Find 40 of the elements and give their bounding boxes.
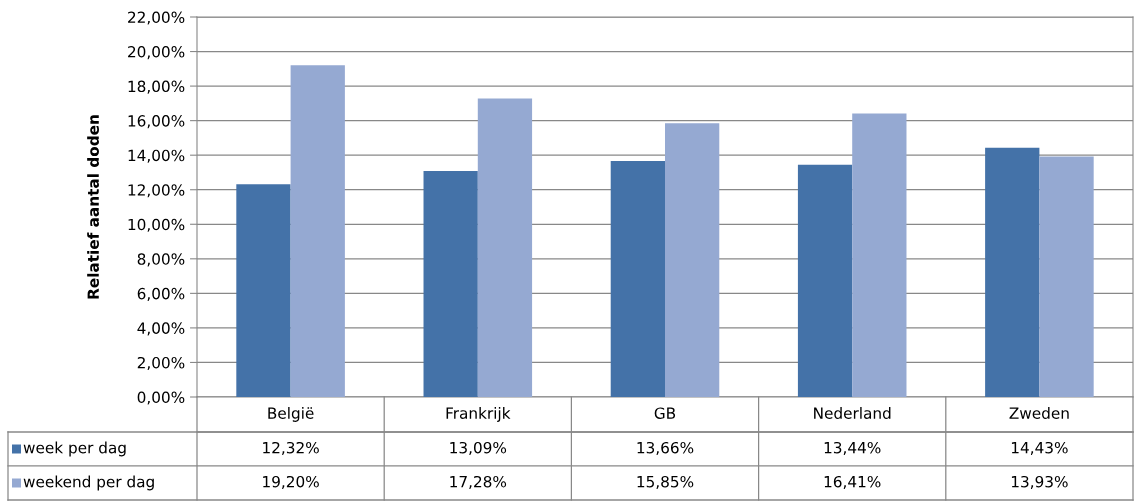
data-label: 13,44% (824, 441, 881, 455)
data-label: 12,32% (263, 441, 319, 455)
y-tick-label: 12,00% (128, 184, 185, 198)
data-label: 15,85% (637, 475, 694, 489)
y-tick-label: 14,00% (128, 149, 185, 163)
legend-label: week per dag (23, 441, 126, 457)
y-tick-label: 10,00% (128, 218, 185, 232)
x-tick-label: Frankrijk (446, 407, 511, 422)
y-tick-label: 16,00% (128, 115, 185, 129)
y-tick-label: 22,00% (128, 11, 185, 25)
data-label: 16,41% (824, 475, 881, 489)
x-tick-label: België (268, 407, 314, 422)
bar (290, 65, 345, 397)
data-label: 13,66% (637, 441, 694, 455)
bar (236, 184, 291, 397)
bar (797, 164, 853, 397)
bar (985, 147, 1040, 397)
legend-label: weekend per dag (23, 475, 154, 491)
y-tick-label: 6,00% (137, 287, 185, 301)
bar (852, 113, 907, 397)
x-tick-label: Zweden (1009, 407, 1069, 419)
bar (1039, 156, 1094, 397)
y-tick-label: 8,00% (137, 253, 185, 267)
y-tick-label: 18,00% (128, 80, 185, 94)
data-label: 13,93% (1011, 475, 1068, 489)
y-tick-label: 20,00% (128, 46, 185, 60)
x-tick-label: GB (654, 407, 676, 419)
bar (423, 170, 478, 397)
bar (665, 123, 720, 397)
data-label: 17,28% (450, 475, 507, 489)
y-tick-label: 4,00% (137, 322, 185, 336)
data-label: 14,43% (1011, 441, 1068, 455)
data-label: 19,20% (263, 475, 319, 489)
y-tick-label: 2,00% (137, 356, 185, 371)
data-label: 13,09% (450, 441, 507, 455)
bar (610, 161, 665, 397)
y-tick-label: 0,00% (137, 391, 185, 405)
x-tick-label: Nederland (814, 407, 891, 419)
bar (477, 98, 533, 397)
y-axis-title: Relatief aantal doden (87, 115, 99, 299)
